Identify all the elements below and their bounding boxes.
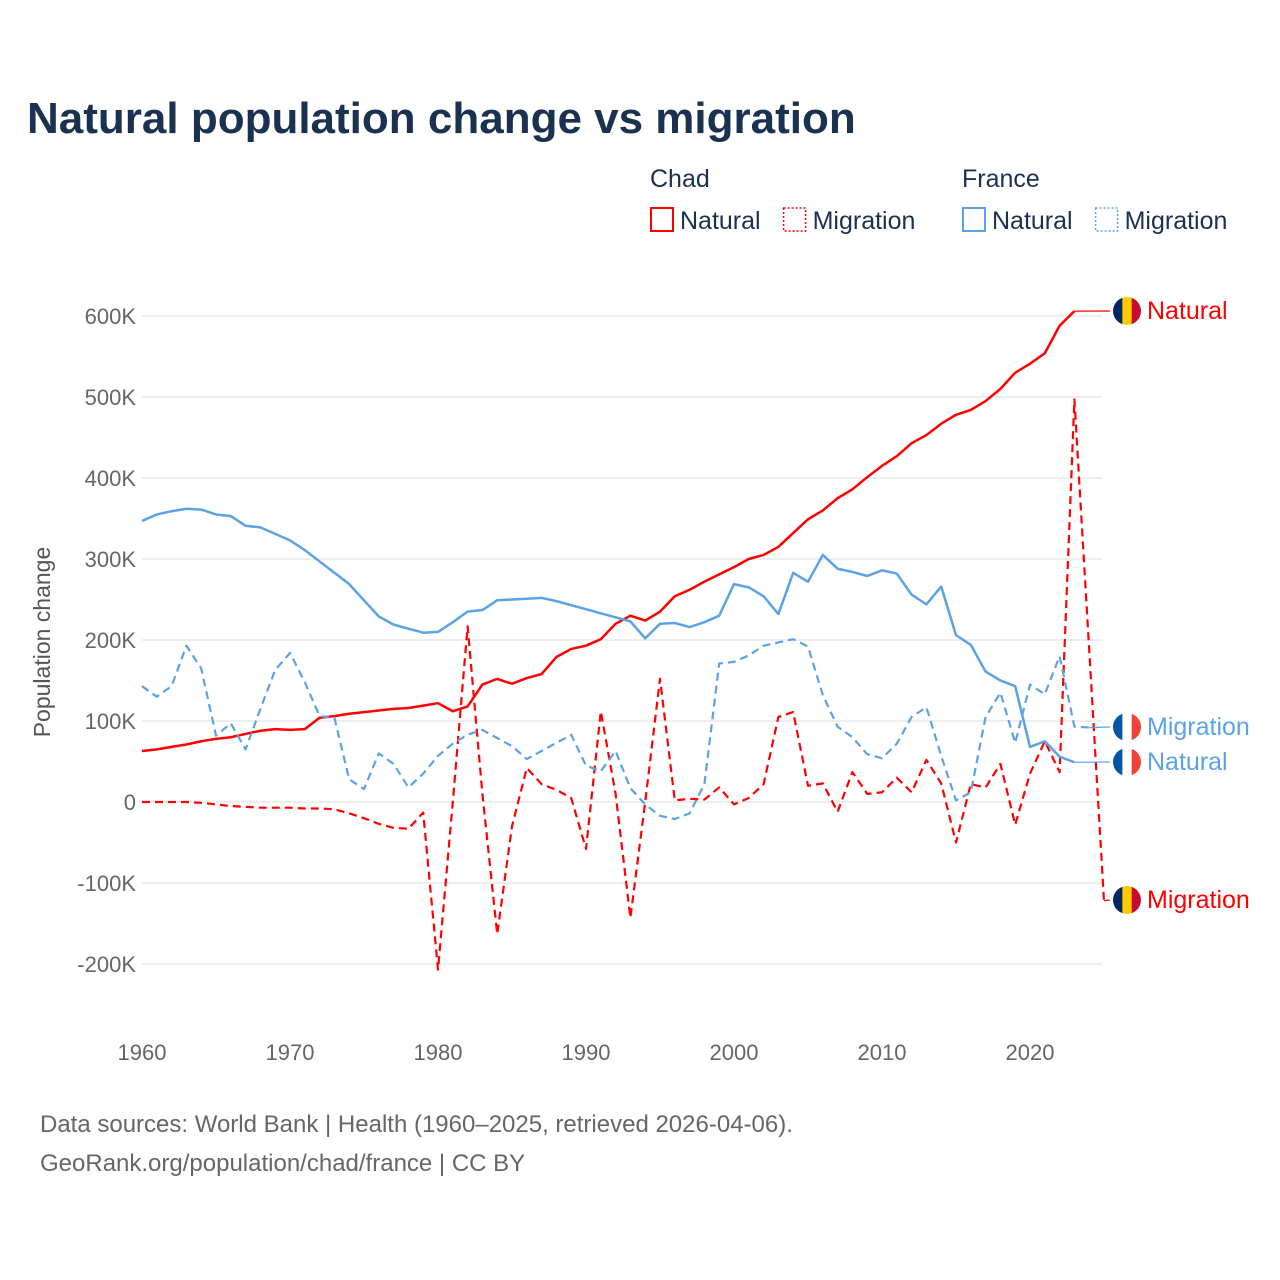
france-flag-icon bbox=[1113, 748, 1141, 776]
flag-stripe bbox=[1122, 297, 1132, 325]
france-natural-line bbox=[141, 507, 1075, 764]
y-axis-label: Population change bbox=[29, 547, 55, 738]
end-labels: Natural Migration Natural Migration bbox=[1074, 297, 1250, 914]
flag-stripe bbox=[1122, 713, 1132, 741]
end-label: Natural bbox=[1147, 297, 1228, 325]
legend: Chad Natural Migration France Natural Migrati… bbox=[650, 165, 1227, 235]
y-tick-label: 400K bbox=[85, 466, 137, 491]
flag-stripe bbox=[1122, 886, 1132, 914]
flag-stripe bbox=[1113, 886, 1123, 914]
x-tick-label: 1990 bbox=[562, 1040, 611, 1065]
flag-stripe bbox=[1113, 297, 1123, 325]
end-label: Natural bbox=[1147, 748, 1228, 776]
x-tick-label: 2000 bbox=[710, 1040, 759, 1065]
end-label: Migration bbox=[1147, 886, 1250, 914]
y-tick-label: 300K bbox=[85, 547, 137, 572]
france-flag-icon bbox=[1113, 713, 1141, 741]
x-tick-label: 2020 bbox=[1006, 1040, 1055, 1065]
label-connector bbox=[1103, 899, 1111, 902]
flag-stripe bbox=[1131, 886, 1141, 914]
flag-stripe bbox=[1131, 297, 1141, 325]
flag-stripe bbox=[1122, 748, 1132, 776]
y-tick-label: 600K bbox=[85, 304, 137, 329]
y-tick-label: -100K bbox=[77, 871, 136, 896]
legend-swatch bbox=[962, 207, 986, 232]
legend-item: Migration bbox=[813, 207, 916, 235]
series-group bbox=[141, 310, 1106, 971]
x-tick-label: 1970 bbox=[266, 1040, 315, 1065]
flag-stripe bbox=[1113, 748, 1123, 776]
legend-group-title: Chad bbox=[650, 165, 710, 193]
y-tick-label: -200K bbox=[77, 952, 136, 977]
y-tick-label: 500K bbox=[85, 385, 137, 410]
france-migration-line bbox=[141, 638, 1090, 821]
x-tick-label: 2010 bbox=[858, 1040, 907, 1065]
flag-stripe bbox=[1131, 748, 1141, 776]
y-tick-label: 0 bbox=[124, 790, 136, 815]
x-tick-label: 1980 bbox=[414, 1040, 463, 1065]
end-label: Migration bbox=[1147, 713, 1250, 741]
legend-swatch bbox=[782, 207, 807, 232]
chad-flag-icon bbox=[1113, 297, 1141, 325]
flag-stripe bbox=[1131, 713, 1141, 741]
y-tick-label: 100K bbox=[85, 709, 137, 734]
legend-swatch bbox=[650, 207, 674, 232]
footer-sources: Data sources: World Bank | Health (1960–… bbox=[40, 1111, 793, 1138]
legend-item: Natural bbox=[992, 207, 1073, 235]
legend-item: Migration bbox=[1125, 207, 1228, 235]
grid: 600K 500K 400K 300K 200K 100K 0 -100K -200K 1960 1… bbox=[77, 304, 1102, 1065]
chad-natural-line bbox=[141, 310, 1076, 753]
chad-flag-icon bbox=[1113, 886, 1141, 914]
legend-swatch bbox=[1094, 207, 1119, 232]
chart-title: Natural population change vs migration bbox=[27, 94, 856, 143]
chad-migration-line bbox=[142, 398, 1106, 971]
x-tick-label: 1960 bbox=[118, 1040, 167, 1065]
legend-item: Natural bbox=[680, 207, 761, 235]
y-tick-label: 200K bbox=[85, 628, 137, 653]
flag-stripe bbox=[1113, 713, 1123, 741]
legend-group-title: France bbox=[962, 165, 1040, 193]
footer-link[interactable]: GeoRank.org/population/chad/france | CC … bbox=[40, 1150, 525, 1177]
